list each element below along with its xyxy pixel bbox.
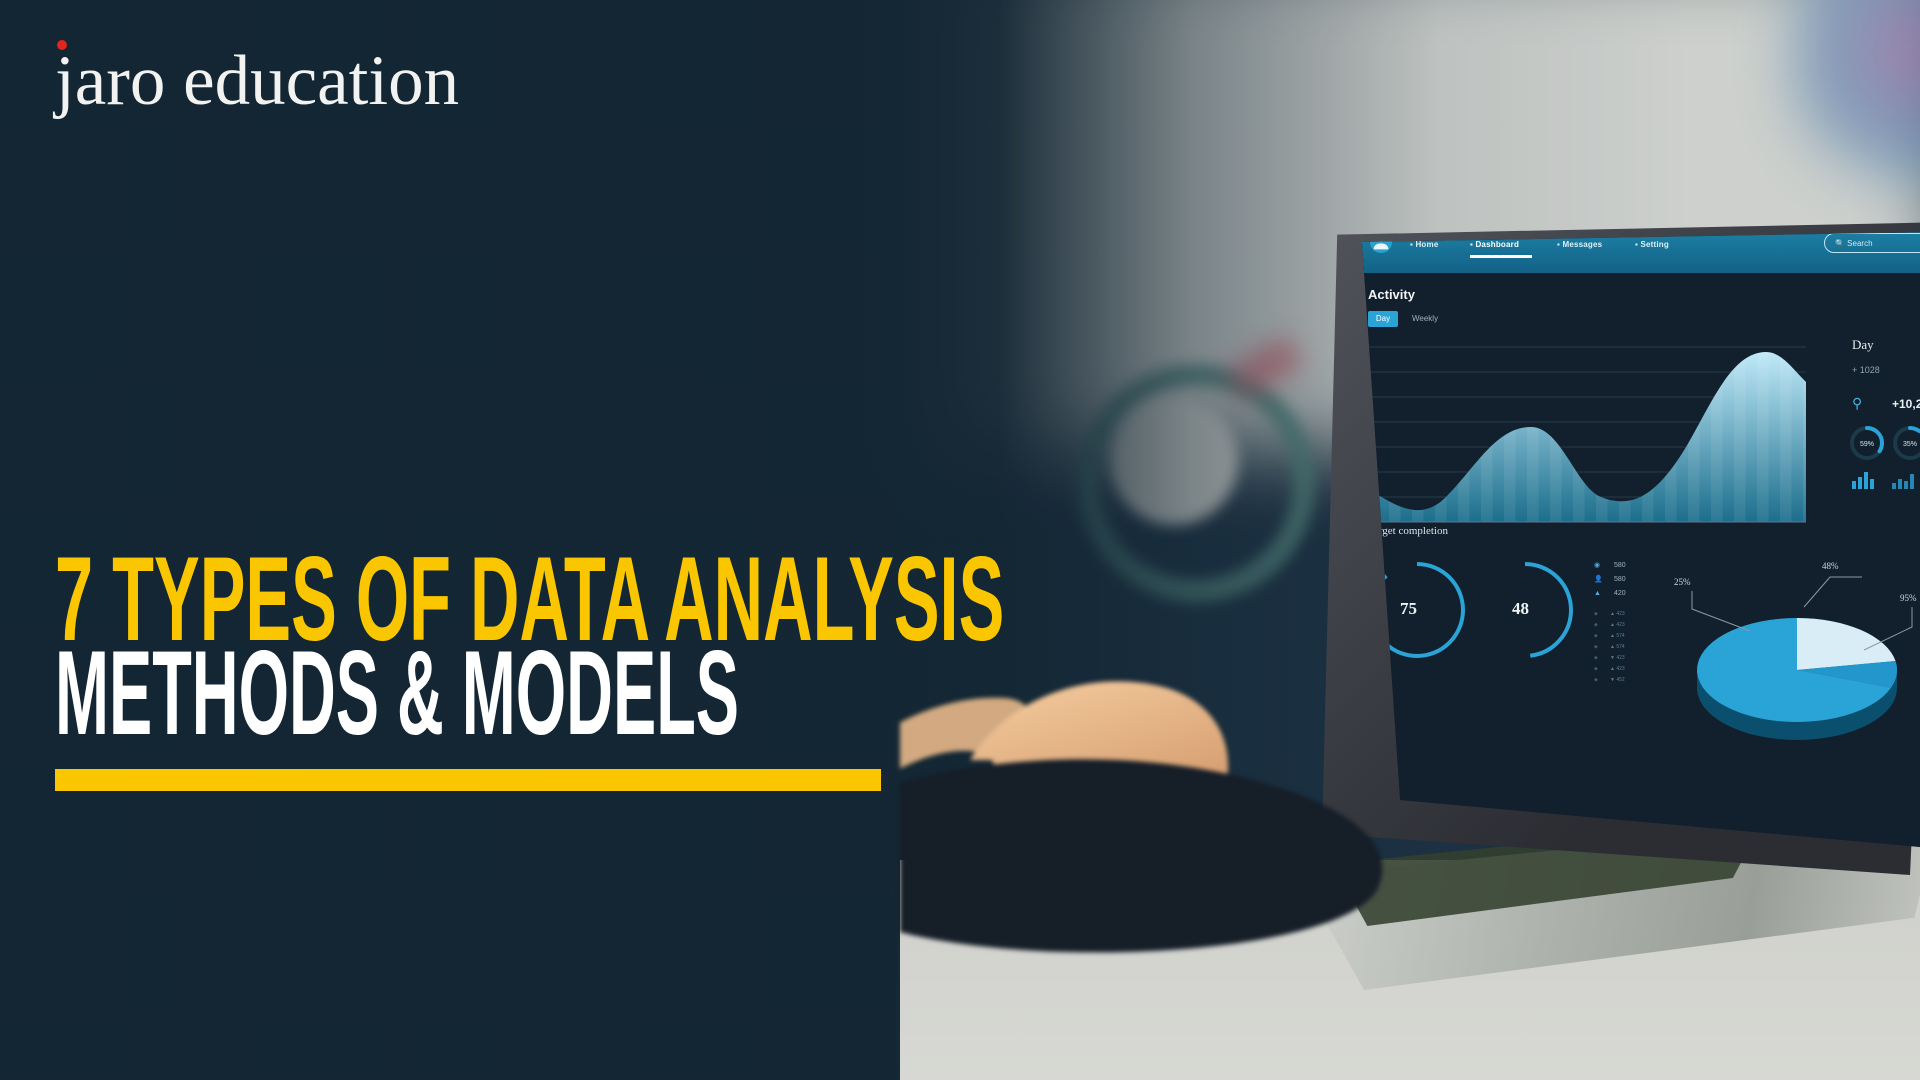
svg-text:35%: 35% bbox=[1903, 441, 1917, 448]
svg-text:95%: 95% bbox=[1900, 593, 1917, 603]
svg-text:48%: 48% bbox=[1822, 561, 1839, 571]
svg-text:25%: 25% bbox=[1674, 577, 1691, 587]
svg-text:59%: 59% bbox=[1860, 441, 1874, 448]
